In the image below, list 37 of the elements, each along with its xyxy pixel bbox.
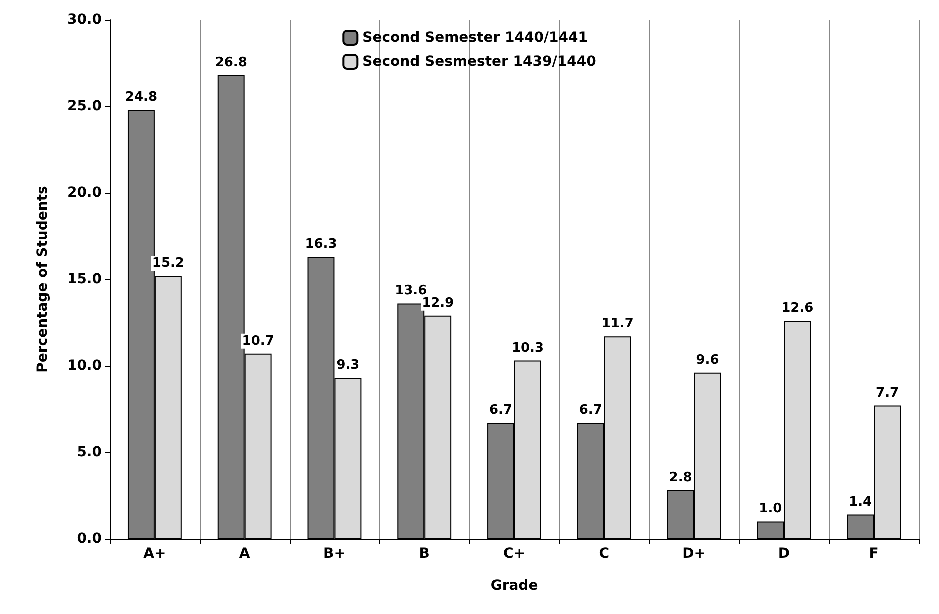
x-tick-label: F xyxy=(869,546,879,562)
y-tick-label: 5.0 xyxy=(77,444,102,460)
y-tick-label: 30.0 xyxy=(67,12,102,28)
data-label: 26.8 xyxy=(215,55,248,70)
data-label: 1.4 xyxy=(849,494,872,510)
x-tick-label: A+ xyxy=(144,546,166,562)
data-label: 10.3 xyxy=(512,340,544,356)
data-label: 6.7 xyxy=(579,403,602,418)
x-tick-label: D xyxy=(778,546,790,562)
x-tick-label: D+ xyxy=(682,546,706,562)
data-label: 2.8 xyxy=(669,470,692,486)
data-label: 9.3 xyxy=(336,358,360,374)
data-label: 11.7 xyxy=(602,316,634,332)
y-tick-label: 0.0 xyxy=(77,531,102,547)
legend-label: Second Semester 1440/1441 xyxy=(362,30,588,46)
data-label: 15.2 xyxy=(152,256,184,272)
data-label: 16.3 xyxy=(305,237,338,252)
x-axis-title: Grade xyxy=(490,578,538,594)
data-label: 1.0 xyxy=(759,502,782,517)
data-label: 12.6 xyxy=(782,301,814,316)
y-tick-label: 10.0 xyxy=(67,358,102,374)
y-axis-title: Percentage of Students xyxy=(35,186,51,373)
data-label: 12.9 xyxy=(422,296,454,311)
x-tick-label: B+ xyxy=(324,546,346,562)
x-tick-label: A xyxy=(239,546,250,562)
data-label: 9.6 xyxy=(696,352,720,368)
x-tick-label: C xyxy=(599,546,610,562)
data-label: 24.8 xyxy=(125,90,158,105)
legend-label: Second Sesmester 1439/1440 xyxy=(362,54,597,70)
x-tick-label: B xyxy=(419,546,430,562)
data-label: 6.7 xyxy=(490,403,513,418)
y-tick-label: 25.0 xyxy=(67,98,102,114)
data-label: 10.7 xyxy=(242,334,274,349)
y-tick-label: 15.0 xyxy=(67,272,102,288)
y-tick-label: 20.0 xyxy=(67,185,102,201)
data-label: 7.7 xyxy=(876,386,900,401)
x-tick-label: C+ xyxy=(503,546,526,562)
